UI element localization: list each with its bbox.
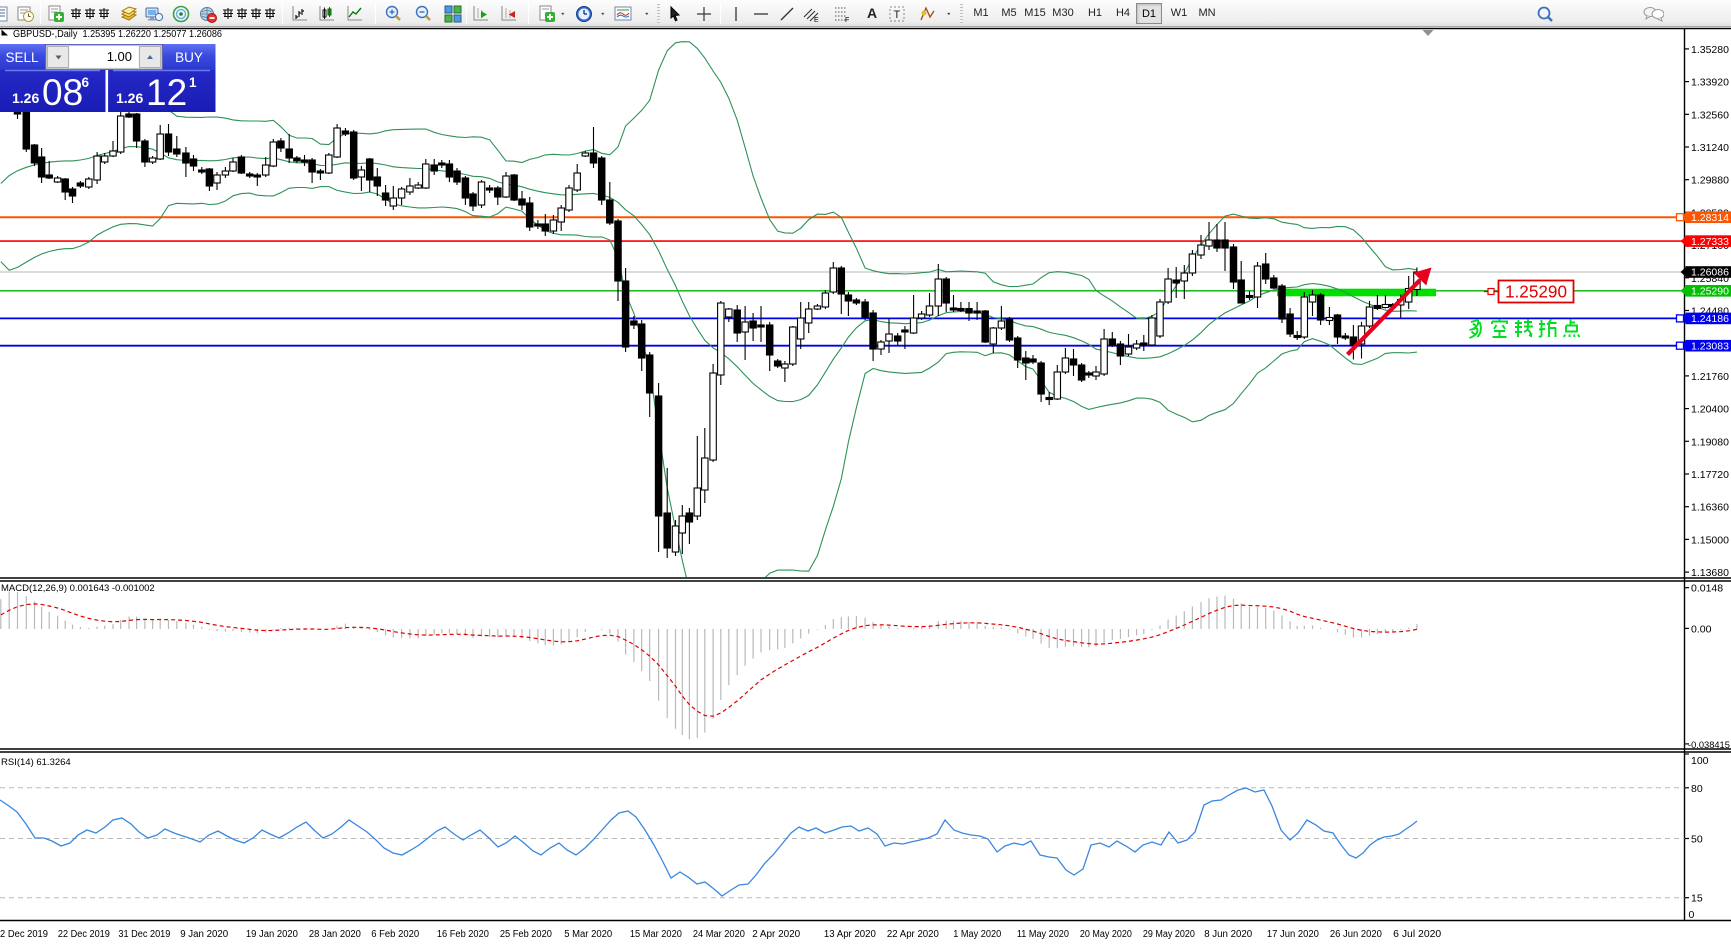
svg-text:16 Feb 2020: 16 Feb 2020: [437, 929, 489, 940]
svg-text:1.28314: 1.28314: [1691, 212, 1729, 224]
svg-text:13 Apr 2020: 13 Apr 2020: [824, 929, 876, 940]
svg-text:15 Mar 2020: 15 Mar 2020: [630, 929, 682, 940]
svg-text:GBPUSD-,Daily 1.25395 1.26220: GBPUSD-,Daily 1.25395 1.26220 1.25077 1.…: [13, 28, 222, 40]
svg-text:22 Dec 2019: 22 Dec 2019: [58, 929, 110, 940]
svg-text:1.15000: 1.15000: [1691, 534, 1729, 546]
svg-text:1.26: 1.26: [116, 90, 143, 106]
svg-text:0: 0: [1689, 909, 1695, 921]
svg-text:19 Jan 2020: 19 Jan 2020: [246, 929, 298, 940]
svg-text:17 Jun 2020: 17 Jun 2020: [1267, 929, 1319, 940]
svg-text:1.25290: 1.25290: [1691, 286, 1729, 298]
svg-text:9 Jan 2020: 9 Jan 2020: [180, 929, 228, 940]
svg-text:SELL: SELL: [5, 50, 39, 65]
svg-text:T: T: [894, 9, 901, 21]
svg-text:MACD(12,26,9) 0.001643 -0.0010: MACD(12,26,9) 0.001643 -0.001002: [1, 583, 155, 594]
svg-text:2 Apr 2020: 2 Apr 2020: [752, 929, 800, 940]
svg-text:24 Mar 2020: 24 Mar 2020: [693, 929, 745, 940]
svg-text:1.31240: 1.31240: [1691, 142, 1729, 154]
svg-text:BUY: BUY: [175, 50, 203, 65]
svg-text:1.29880: 1.29880: [1691, 175, 1729, 187]
svg-text:1.21760: 1.21760: [1691, 371, 1729, 383]
svg-text:50: 50: [1691, 834, 1703, 846]
svg-text:1.19080: 1.19080: [1691, 436, 1729, 448]
svg-text:20 May 2020: 20 May 2020: [1080, 929, 1132, 940]
svg-text:1: 1: [189, 75, 197, 90]
svg-text:5 Mar 2020: 5 Mar 2020: [564, 929, 612, 940]
svg-text:25 Feb 2020: 25 Feb 2020: [500, 929, 552, 940]
svg-text:100: 100: [1691, 755, 1709, 767]
svg-text:1.23083: 1.23083: [1691, 340, 1729, 352]
svg-text:1.16360: 1.16360: [1691, 502, 1729, 514]
svg-text:22 Apr 2020: 22 Apr 2020: [887, 929, 939, 940]
svg-text:8 Jun 2020: 8 Jun 2020: [1204, 929, 1252, 940]
svg-text:28 Jan 2020: 28 Jan 2020: [309, 929, 361, 940]
svg-text:0.00: 0.00: [1691, 623, 1712, 635]
svg-text:6 Feb 2020: 6 Feb 2020: [371, 929, 419, 940]
svg-text:08: 08: [42, 72, 83, 113]
svg-text:1.33920: 1.33920: [1691, 77, 1729, 89]
svg-text:1.25290: 1.25290: [1505, 282, 1567, 302]
svg-text:1.20400: 1.20400: [1691, 404, 1729, 416]
svg-text:E: E: [814, 17, 819, 23]
svg-text:0.0148: 0.0148: [1691, 583, 1723, 595]
svg-text:6: 6: [82, 75, 90, 90]
svg-text:1.26086: 1.26086: [1691, 267, 1729, 279]
svg-text:1.26: 1.26: [12, 90, 39, 106]
svg-text:12: 12: [146, 72, 187, 113]
svg-text:1.17720: 1.17720: [1691, 469, 1729, 481]
svg-text:2 Dec 2019: 2 Dec 2019: [0, 929, 48, 940]
svg-text:80: 80: [1691, 783, 1703, 795]
svg-text:6 Jul 2020: 6 Jul 2020: [1393, 929, 1441, 940]
svg-text:26 Jun 2020: 26 Jun 2020: [1330, 929, 1382, 940]
svg-text:1 May 2020: 1 May 2020: [953, 929, 1001, 940]
svg-text:1.13680: 1.13680: [1691, 567, 1729, 579]
svg-text:1.32560: 1.32560: [1691, 109, 1729, 121]
svg-text:1.35280: 1.35280: [1691, 44, 1729, 56]
svg-text:1.00: 1.00: [107, 49, 132, 64]
svg-text:1.27333: 1.27333: [1691, 236, 1729, 248]
svg-text:31 Dec 2019: 31 Dec 2019: [118, 929, 170, 940]
svg-text:-0.038415: -0.038415: [1688, 740, 1730, 750]
svg-text:15: 15: [1691, 893, 1703, 905]
svg-text:29 May 2020: 29 May 2020: [1143, 929, 1195, 940]
svg-text:1.24186: 1.24186: [1691, 313, 1729, 325]
svg-text:F: F: [845, 17, 849, 23]
svg-text:RSI(14) 61.3264: RSI(14) 61.3264: [1, 757, 71, 768]
svg-text:11 May 2020: 11 May 2020: [1017, 929, 1069, 940]
